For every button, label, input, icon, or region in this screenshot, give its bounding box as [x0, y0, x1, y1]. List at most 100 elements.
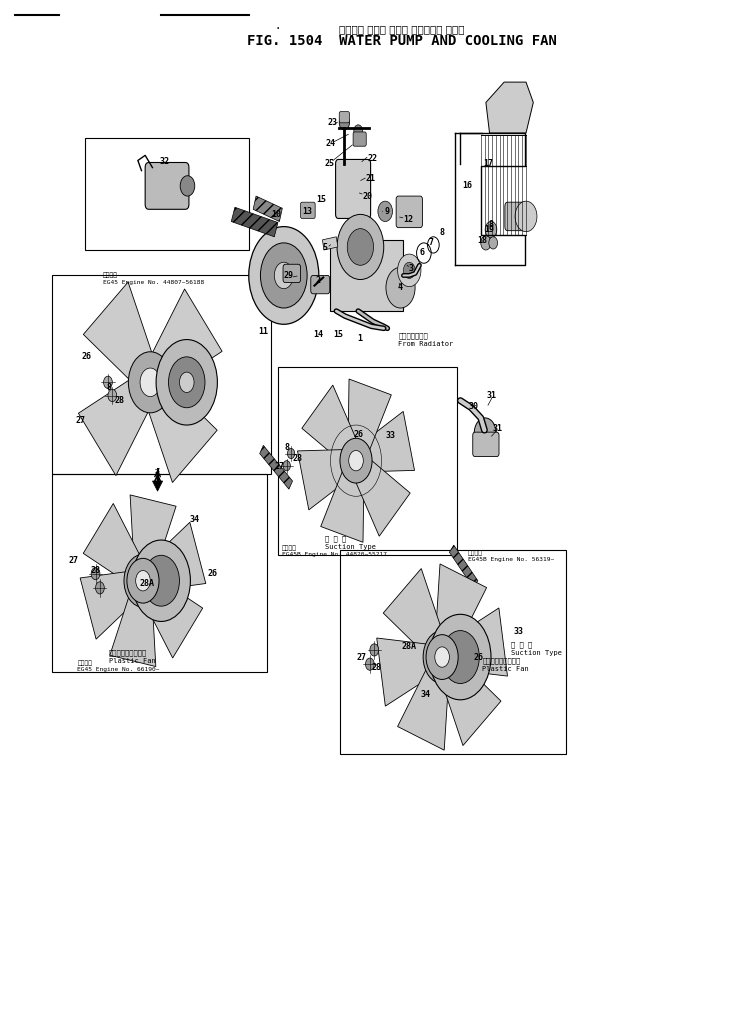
- Polygon shape: [376, 638, 436, 706]
- Text: 22: 22: [368, 154, 378, 163]
- Circle shape: [129, 352, 173, 413]
- Text: 8: 8: [488, 220, 493, 229]
- Circle shape: [132, 540, 190, 622]
- Polygon shape: [348, 379, 391, 454]
- Circle shape: [349, 450, 363, 471]
- Bar: [85, 138, 249, 250]
- Circle shape: [366, 658, 374, 671]
- Polygon shape: [322, 236, 338, 250]
- Circle shape: [339, 116, 349, 130]
- Text: 27: 27: [76, 417, 86, 426]
- Text: 18: 18: [477, 236, 488, 246]
- Text: 14: 14: [313, 330, 323, 339]
- Circle shape: [249, 226, 319, 324]
- Text: 27: 27: [357, 652, 367, 661]
- Text: 17: 17: [483, 159, 493, 168]
- Text: ラジエータから
From Radiator: ラジエータから From Radiator: [398, 332, 453, 347]
- Text: 16: 16: [463, 181, 473, 191]
- Text: 32: 32: [160, 157, 170, 166]
- Text: プラスチックファン
Plastic Fan: プラスチックファン Plastic Fan: [482, 657, 529, 672]
- Circle shape: [347, 228, 374, 265]
- Circle shape: [340, 438, 372, 483]
- Circle shape: [127, 558, 159, 603]
- Text: 8: 8: [106, 383, 111, 392]
- Polygon shape: [153, 481, 163, 491]
- Bar: [278, 367, 457, 555]
- Circle shape: [378, 201, 393, 221]
- FancyBboxPatch shape: [145, 162, 189, 209]
- Text: 26: 26: [353, 430, 363, 439]
- Text: 11: 11: [258, 327, 268, 336]
- Polygon shape: [83, 503, 144, 585]
- Polygon shape: [78, 376, 152, 476]
- Circle shape: [96, 582, 105, 594]
- FancyBboxPatch shape: [311, 275, 330, 293]
- Text: 28A: 28A: [139, 579, 154, 588]
- Circle shape: [433, 645, 451, 669]
- Circle shape: [135, 569, 152, 593]
- Circle shape: [287, 448, 295, 459]
- Text: 27: 27: [274, 463, 284, 471]
- Text: 13: 13: [302, 207, 312, 216]
- Circle shape: [180, 175, 194, 196]
- Polygon shape: [360, 412, 414, 472]
- Circle shape: [354, 125, 363, 137]
- Circle shape: [442, 631, 480, 684]
- Circle shape: [426, 635, 458, 680]
- Text: 10: 10: [271, 210, 281, 219]
- Polygon shape: [398, 661, 450, 750]
- Polygon shape: [148, 289, 222, 388]
- FancyBboxPatch shape: [283, 264, 300, 282]
- Text: 20: 20: [363, 192, 373, 201]
- Text: 1: 1: [357, 334, 362, 343]
- Polygon shape: [439, 655, 501, 746]
- Text: 33: 33: [385, 431, 395, 440]
- Text: 8: 8: [285, 443, 290, 451]
- Circle shape: [398, 254, 421, 286]
- Text: 28: 28: [371, 662, 382, 672]
- Text: 2: 2: [316, 276, 321, 285]
- Text: 28: 28: [91, 567, 101, 575]
- Polygon shape: [110, 588, 156, 666]
- Text: 34: 34: [189, 516, 199, 524]
- Polygon shape: [486, 83, 534, 133]
- Circle shape: [515, 201, 537, 231]
- Bar: [52, 474, 267, 673]
- Text: 26: 26: [208, 569, 217, 578]
- Text: 吸 込 型
Suction Type: 吸 込 型 Suction Type: [325, 535, 376, 549]
- Text: 21: 21: [366, 174, 376, 183]
- Polygon shape: [321, 467, 364, 542]
- Text: 31: 31: [487, 391, 497, 400]
- Circle shape: [136, 571, 151, 591]
- Circle shape: [156, 339, 217, 425]
- Circle shape: [143, 555, 179, 606]
- Text: 33: 33: [514, 627, 523, 636]
- Polygon shape: [450, 545, 478, 588]
- Circle shape: [108, 389, 117, 401]
- FancyBboxPatch shape: [473, 432, 499, 457]
- Circle shape: [124, 554, 162, 607]
- Circle shape: [104, 376, 113, 388]
- Text: 8: 8: [439, 228, 444, 237]
- Text: 15: 15: [333, 330, 343, 339]
- Text: 28A: 28A: [402, 642, 417, 651]
- Text: .: .: [276, 18, 280, 33]
- FancyBboxPatch shape: [396, 196, 423, 227]
- Text: 3: 3: [409, 264, 414, 273]
- Circle shape: [274, 262, 293, 288]
- Text: 5: 5: [323, 244, 328, 253]
- FancyBboxPatch shape: [336, 159, 371, 218]
- FancyBboxPatch shape: [505, 202, 529, 230]
- Circle shape: [91, 568, 100, 580]
- Bar: [330, 239, 404, 311]
- Polygon shape: [231, 207, 278, 236]
- Text: 7: 7: [428, 238, 433, 248]
- Polygon shape: [145, 380, 217, 483]
- Circle shape: [283, 461, 290, 471]
- Text: 34: 34: [420, 690, 431, 699]
- Polygon shape: [80, 571, 140, 639]
- Bar: [340, 550, 566, 754]
- Circle shape: [337, 214, 384, 279]
- Circle shape: [435, 647, 450, 667]
- Circle shape: [423, 631, 461, 684]
